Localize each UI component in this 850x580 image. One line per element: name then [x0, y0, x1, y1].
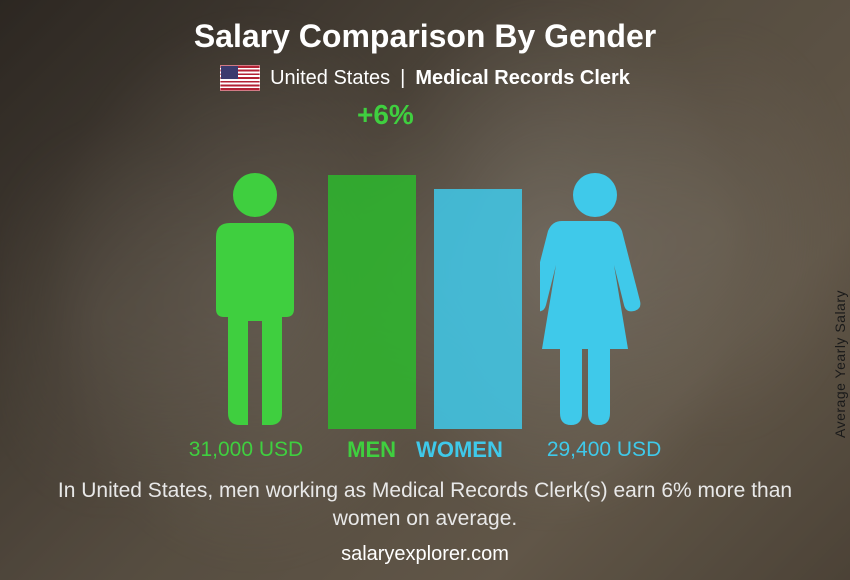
female-figure	[540, 169, 650, 429]
chart-area: +6% 31,000 US	[105, 99, 745, 429]
men-label: MEN	[347, 437, 396, 463]
male-figure	[200, 169, 310, 429]
men-salary: 31,000 USD	[189, 438, 303, 462]
bars-group	[328, 175, 522, 429]
country-label: United States	[270, 67, 390, 90]
male-icon	[200, 169, 310, 429]
us-flag-icon	[220, 65, 260, 91]
job-title-label: Medical Records Clerk	[415, 67, 630, 90]
content-container: Salary Comparison By Gender United State…	[0, 0, 850, 580]
women-label: WOMEN	[416, 437, 503, 463]
description-text: In United States, men working as Medical…	[55, 477, 795, 534]
subtitle-row: United States | Medical Records Clerk	[220, 65, 630, 91]
labels-row: 31,000 USD MEN WOMEN 29,400 USD	[105, 437, 745, 463]
bar-men	[328, 175, 416, 429]
women-salary: 29,400 USD	[547, 438, 661, 462]
site-url: salaryexplorer.com	[0, 543, 850, 566]
y-axis-label: Average Yearly Salary	[832, 290, 848, 438]
female-icon	[540, 169, 650, 429]
page-title: Salary Comparison By Gender	[194, 18, 656, 55]
bar-women	[434, 189, 522, 429]
separator: |	[400, 67, 405, 90]
pct-diff-label: +6%	[357, 99, 414, 131]
